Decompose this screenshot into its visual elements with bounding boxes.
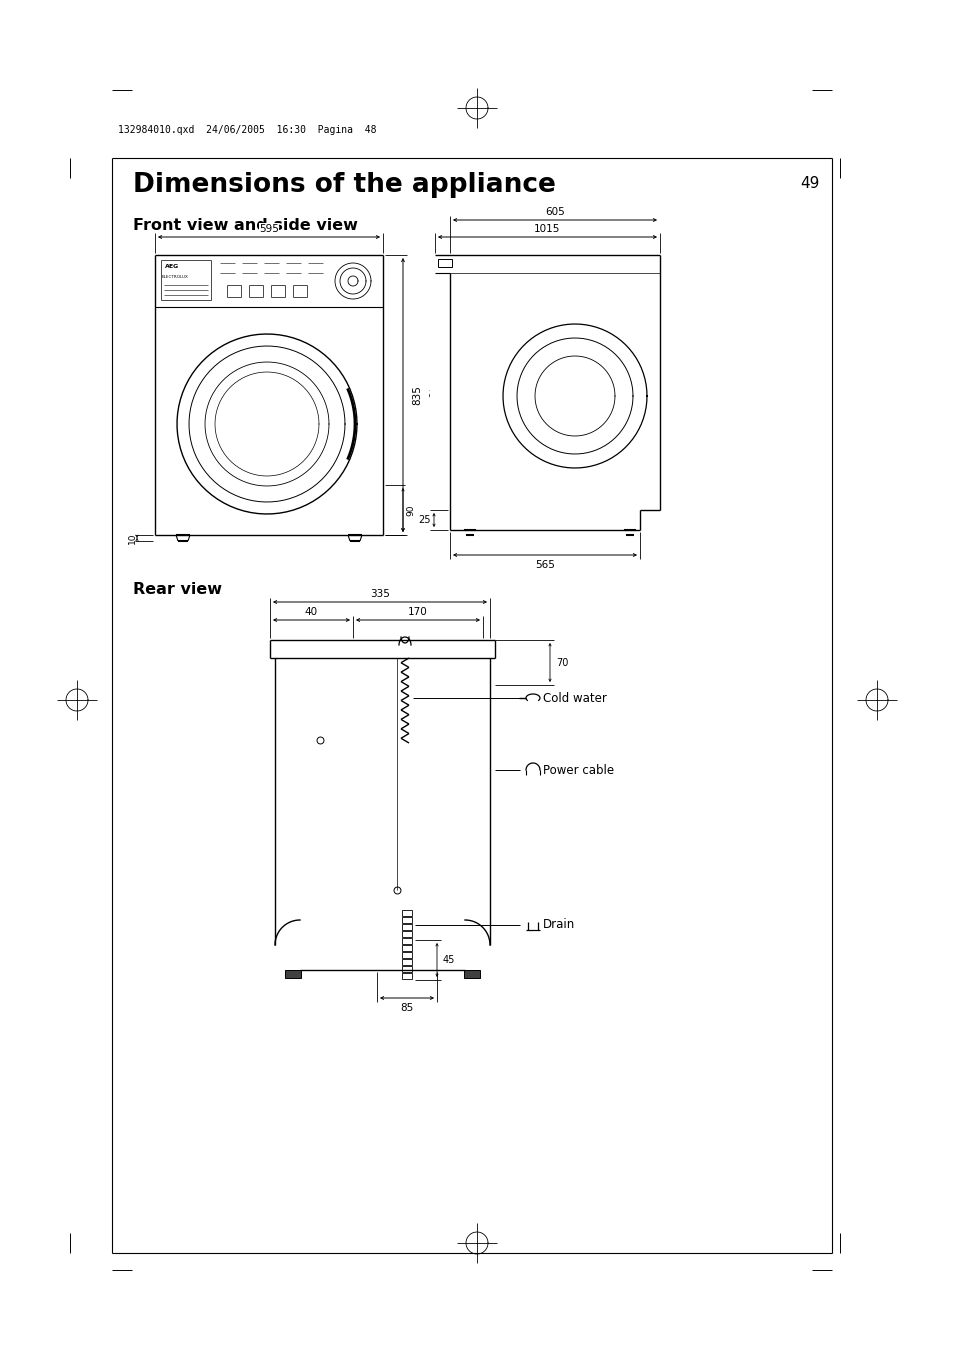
Text: Rear view: Rear view	[132, 582, 222, 597]
Text: 132984010.qxd  24/06/2005  16:30  Pagina  48: 132984010.qxd 24/06/2005 16:30 Pagina 48	[118, 126, 376, 135]
Bar	[401, 966, 412, 971]
Text: AEG: AEG	[165, 263, 179, 269]
Text: Drain: Drain	[542, 919, 575, 931]
Text: Cold water: Cold water	[542, 692, 606, 704]
Text: 90: 90	[406, 504, 416, 516]
Bar	[401, 952, 412, 958]
Bar	[401, 938, 412, 944]
Text: 835: 835	[411, 390, 431, 400]
Text: 335: 335	[370, 589, 390, 598]
Text: 49: 49	[800, 176, 820, 190]
Text: Front view and side view: Front view and side view	[132, 218, 357, 232]
Bar	[401, 973, 412, 979]
Text: 835: 835	[412, 385, 421, 405]
Text: 45: 45	[442, 955, 455, 965]
Text: 85: 85	[400, 1002, 414, 1013]
Text: Dimensions of the appliance: Dimensions of the appliance	[132, 172, 556, 199]
Text: ELECTROLUX: ELECTROLUX	[162, 276, 189, 280]
Bar	[437, 259, 452, 267]
Text: 70: 70	[556, 658, 568, 667]
Text: 595: 595	[259, 224, 278, 234]
Text: 25: 25	[417, 515, 430, 526]
Bar	[401, 911, 412, 916]
Bar	[401, 924, 412, 929]
Text: 170: 170	[408, 607, 428, 617]
Bar	[463, 970, 479, 978]
Bar	[401, 944, 412, 951]
Bar	[401, 917, 412, 923]
Bar	[285, 970, 301, 978]
Bar	[401, 931, 412, 938]
Bar	[401, 959, 412, 965]
Text: 40: 40	[305, 607, 317, 617]
Text: 565: 565	[535, 561, 555, 570]
Text: 10: 10	[128, 532, 136, 543]
Text: 605: 605	[544, 207, 564, 218]
Text: 1015: 1015	[534, 224, 560, 234]
Text: Power cable: Power cable	[542, 763, 614, 777]
